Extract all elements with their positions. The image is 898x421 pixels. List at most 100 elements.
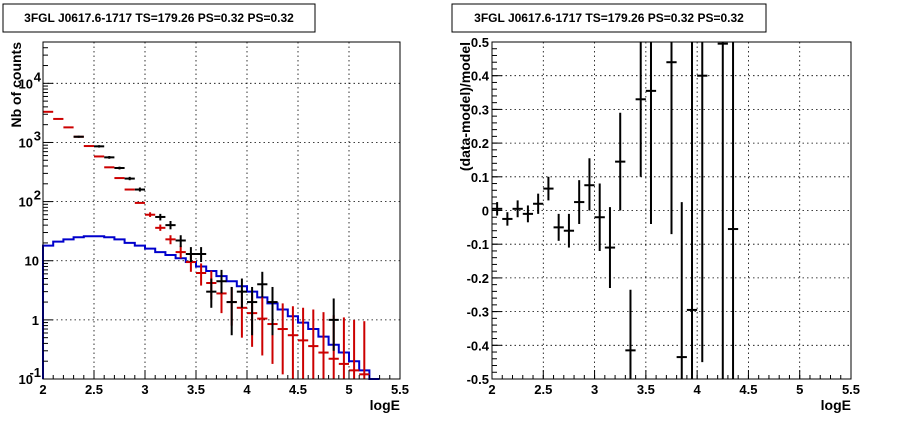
counts-data-point	[114, 166, 125, 170]
residual-data-point	[717, 42, 728, 379]
counts-chart: 3FGL J0617.6-1717 TS=179.26 PS=0.32 PS=0…	[2, 3, 409, 413]
counts-data-point	[298, 307, 309, 379]
counts-data-point	[104, 156, 115, 159]
counts-marks	[42, 110, 380, 380]
counts-data-point	[155, 213, 166, 221]
counts-data-point	[308, 309, 319, 379]
residual-chart: 3FGL J0617.6-1717 TS=179.26 PS=0.32 PS=0…	[451, 3, 860, 413]
counts-data-point	[145, 212, 156, 217]
counts-y-tick-exponent: -1	[29, 365, 41, 380]
counts-grid	[43, 42, 400, 379]
counts-y-tick-exponent: 2	[34, 188, 41, 203]
residual-x-tick-label: 4	[694, 382, 702, 397]
residual-data-point	[574, 180, 585, 224]
residual-data-point	[686, 42, 698, 379]
residual-x-tick-label: 5.5	[842, 382, 860, 397]
counts-y-tick-label: 10	[25, 254, 39, 269]
counts-x-tick-label: 5.5	[391, 382, 409, 397]
residual-x-tick-label: 5	[796, 382, 803, 397]
counts-data-point	[216, 269, 227, 294]
residual-y-tick-label: 0.4	[471, 69, 490, 84]
residual-data-point	[512, 200, 523, 218]
residual-data-point	[697, 42, 708, 363]
residual-y-tick-label: 0.2	[471, 136, 489, 151]
counts-x-tick-label: 3.5	[187, 382, 205, 397]
residual-y-tick-label: 0.1	[471, 170, 489, 185]
residual-data-point	[492, 202, 503, 216]
residual-y-tick-label: -0.3	[467, 305, 489, 320]
counts-data-point	[175, 245, 186, 259]
counts-data-point	[287, 306, 298, 379]
counts-y-tick-exponent: 3	[34, 128, 41, 143]
counts-data-point	[349, 319, 360, 379]
counts-y-tick-label: 10	[19, 76, 33, 91]
counts-x-tick-label: 2.5	[85, 382, 103, 397]
counts-data-point	[94, 145, 105, 148]
counts-title-box	[2, 3, 316, 33]
residual-data-point	[563, 213, 575, 248]
counts-y-tick-label: 1	[32, 313, 39, 328]
counts-data-point	[226, 286, 237, 336]
counts-title: 3FGL J0617.6-1717 TS=179.26 PS=0.32 PS=0…	[24, 11, 294, 25]
counts-data-point	[359, 321, 370, 379]
residual-x-tick-label: 3	[591, 382, 598, 397]
residual-y-tick-label: -0.5	[467, 372, 489, 387]
residual-marks	[492, 42, 739, 379]
residual-y-tick-label: -0.2	[467, 271, 489, 286]
residual-data-point	[522, 205, 534, 223]
counts-data-point	[277, 303, 288, 375]
residual-data-point	[502, 212, 513, 226]
counts-data-point	[196, 263, 207, 286]
counts-data-point	[73, 135, 84, 138]
counts-x-tick-label: 5	[345, 382, 352, 397]
residual-y-tick-label: -0.1	[467, 237, 489, 252]
counts-data-point	[257, 271, 268, 298]
residual-data-point	[615, 112, 626, 211]
counts-data-point	[155, 224, 166, 231]
residual-y-tick-label: -0.4	[467, 338, 490, 353]
residual-data-point	[635, 42, 646, 177]
residual-data-point	[625, 289, 636, 379]
counts-y-tick-label: 10	[19, 372, 33, 387]
counts-data-point	[206, 278, 217, 308]
residual-x-tick-label: 2.5	[534, 382, 552, 397]
residual-data-point	[533, 193, 544, 214]
counts-data-point	[196, 247, 207, 263]
residual-title-box	[451, 3, 767, 33]
counts-data-point	[247, 286, 258, 336]
residual-data-point	[676, 202, 687, 379]
counts-data-point	[318, 312, 329, 379]
counts-data-point	[257, 297, 268, 356]
residual-data-point	[666, 42, 677, 235]
counts-y-tick-exponent: 4	[34, 69, 42, 84]
counts-x-tick-label: 2	[39, 382, 46, 397]
residual-data-point	[553, 213, 564, 241]
counts-y-axis-title: Nb of counts	[8, 42, 24, 128]
residual-title: 3FGL J0617.6-1717 TS=179.26 PS=0.32 PS=0…	[474, 11, 744, 25]
residual-x-tick-label: 4.5	[739, 382, 757, 397]
counts-data-point	[124, 176, 135, 181]
residual-data-point	[604, 207, 616, 289]
residual-data-point	[584, 158, 595, 211]
counts-data-point	[328, 298, 339, 351]
counts-data-point	[165, 235, 176, 245]
counts-data-point	[134, 187, 145, 192]
counts-y-tick-label: 10	[19, 135, 33, 150]
residual-x-tick-label: 2	[488, 382, 495, 397]
counts-y-tick-label: 10	[19, 195, 33, 210]
residual-ticks: 2 2.5 3 3.5 4 4.5 5 5.5 -0.5 -0.4 -0.3 -0.2 -0.1 0 0.1…	[467, 35, 860, 397]
residual-x-axis-title: logE	[821, 397, 851, 413]
residual-y-axis-title: (data-model)/model	[457, 42, 473, 171]
counts-x-tick-label: 4.5	[289, 382, 307, 397]
counts-frame	[42, 41, 401, 380]
counts-data-point	[175, 235, 186, 248]
counts-data-point	[165, 220, 176, 230]
counts-x-tick-label: 3	[141, 382, 148, 397]
residual-x-tick-label: 3.5	[637, 382, 655, 397]
residual-data-point	[594, 183, 605, 251]
counts-x-axis-title: logE	[370, 397, 400, 413]
counts-data-point	[338, 317, 349, 379]
counts-data-point	[236, 278, 247, 308]
